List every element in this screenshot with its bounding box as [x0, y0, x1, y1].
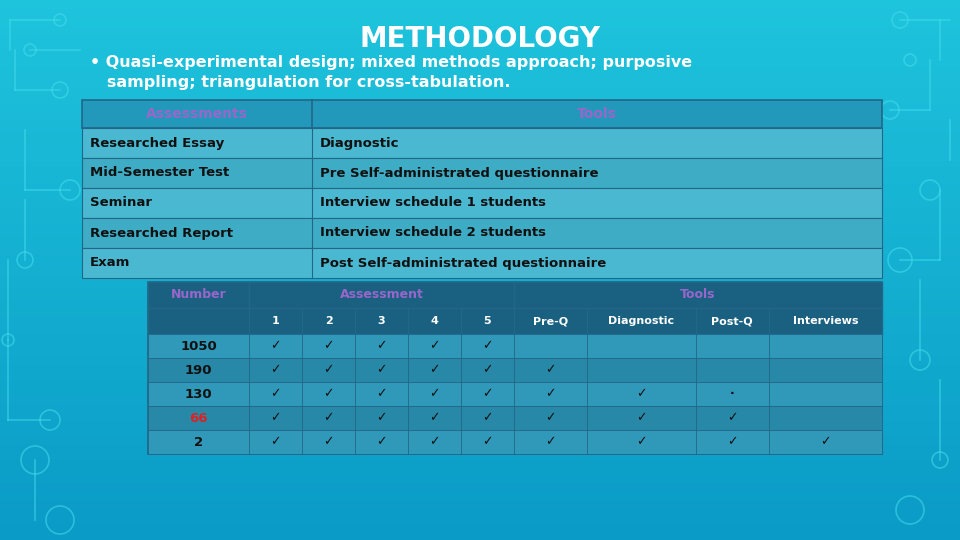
Text: Seminar: Seminar — [90, 197, 152, 210]
Text: ✓: ✓ — [324, 411, 334, 424]
Text: ✓: ✓ — [429, 388, 440, 401]
Text: 1050: 1050 — [180, 340, 217, 353]
Text: Number: Number — [171, 288, 227, 301]
Text: ✓: ✓ — [545, 363, 556, 376]
Text: ·: · — [730, 388, 734, 401]
Bar — [148, 406, 882, 430]
Text: ✓: ✓ — [482, 340, 492, 353]
Text: Interview schedule 2 students: Interview schedule 2 students — [320, 226, 546, 240]
Text: Assessments: Assessments — [146, 107, 248, 121]
Text: Researched Essay: Researched Essay — [90, 137, 225, 150]
Text: Mid-Semester Test: Mid-Semester Test — [90, 166, 229, 179]
Text: ✓: ✓ — [636, 435, 646, 449]
Text: 66: 66 — [189, 411, 208, 424]
Text: Pre-Q: Pre-Q — [533, 316, 567, 326]
Text: ✓: ✓ — [429, 411, 440, 424]
Text: 2: 2 — [194, 435, 204, 449]
Text: Tools: Tools — [577, 107, 617, 121]
Bar — [148, 282, 882, 454]
Bar — [82, 128, 882, 158]
Text: Post Self-administrated questionnaire: Post Self-administrated questionnaire — [320, 256, 607, 269]
Bar — [148, 358, 882, 382]
Text: 130: 130 — [185, 388, 212, 401]
Text: ✓: ✓ — [820, 435, 830, 449]
Text: ✓: ✓ — [727, 411, 737, 424]
Bar — [148, 430, 882, 454]
Text: ✓: ✓ — [324, 340, 334, 353]
Text: ✓: ✓ — [324, 435, 334, 449]
Text: 190: 190 — [185, 363, 212, 376]
Text: ✓: ✓ — [376, 388, 387, 401]
Bar — [148, 334, 882, 358]
Text: Interview schedule 1 students: Interview schedule 1 students — [320, 197, 546, 210]
Text: ✓: ✓ — [376, 435, 387, 449]
Text: Interviews: Interviews — [793, 316, 858, 326]
Text: ✓: ✓ — [324, 388, 334, 401]
Text: ✓: ✓ — [376, 411, 387, 424]
Text: • Quasi-experimental design; mixed methods approach; purposive: • Quasi-experimental design; mixed metho… — [90, 55, 692, 70]
Text: Tools: Tools — [680, 288, 715, 301]
Text: ✓: ✓ — [636, 411, 646, 424]
Text: ✓: ✓ — [545, 411, 556, 424]
Text: ✓: ✓ — [482, 363, 492, 376]
Bar — [82, 248, 882, 278]
Text: Pre Self-administrated questionnaire: Pre Self-administrated questionnaire — [320, 166, 598, 179]
Text: METHODOLOGY: METHODOLOGY — [359, 25, 601, 53]
Text: 2: 2 — [324, 316, 332, 326]
Text: 5: 5 — [483, 316, 491, 326]
Text: Diagnostic: Diagnostic — [609, 316, 674, 326]
Text: ✓: ✓ — [376, 340, 387, 353]
Text: Exam: Exam — [90, 256, 131, 269]
Text: ✓: ✓ — [429, 340, 440, 353]
Bar — [148, 308, 882, 334]
Text: ✓: ✓ — [324, 363, 334, 376]
Text: Post-Q: Post-Q — [711, 316, 753, 326]
Bar — [82, 158, 882, 188]
Bar — [148, 382, 882, 406]
Text: ✓: ✓ — [429, 363, 440, 376]
Text: Assessment: Assessment — [340, 288, 423, 301]
Text: 3: 3 — [377, 316, 385, 326]
Text: 4: 4 — [430, 316, 438, 326]
Text: Diagnostic: Diagnostic — [320, 137, 399, 150]
Text: ✓: ✓ — [545, 388, 556, 401]
Text: ✓: ✓ — [376, 363, 387, 376]
Text: ✓: ✓ — [271, 388, 281, 401]
Text: ✓: ✓ — [271, 363, 281, 376]
Text: ✓: ✓ — [429, 435, 440, 449]
Text: ✓: ✓ — [271, 340, 281, 353]
Bar — [82, 218, 882, 248]
Text: ✓: ✓ — [545, 435, 556, 449]
Text: ✓: ✓ — [482, 388, 492, 401]
Text: 1: 1 — [272, 316, 279, 326]
Text: ✓: ✓ — [727, 435, 737, 449]
Bar — [82, 188, 882, 218]
Text: sampling; triangulation for cross-tabulation.: sampling; triangulation for cross-tabula… — [90, 75, 511, 90]
Text: ✓: ✓ — [482, 411, 492, 424]
Bar — [82, 100, 882, 128]
Text: ✓: ✓ — [271, 435, 281, 449]
Text: Researched Report: Researched Report — [90, 226, 233, 240]
Bar — [148, 282, 882, 308]
Text: ✓: ✓ — [271, 411, 281, 424]
Text: ✓: ✓ — [482, 435, 492, 449]
Text: ✓: ✓ — [636, 388, 646, 401]
